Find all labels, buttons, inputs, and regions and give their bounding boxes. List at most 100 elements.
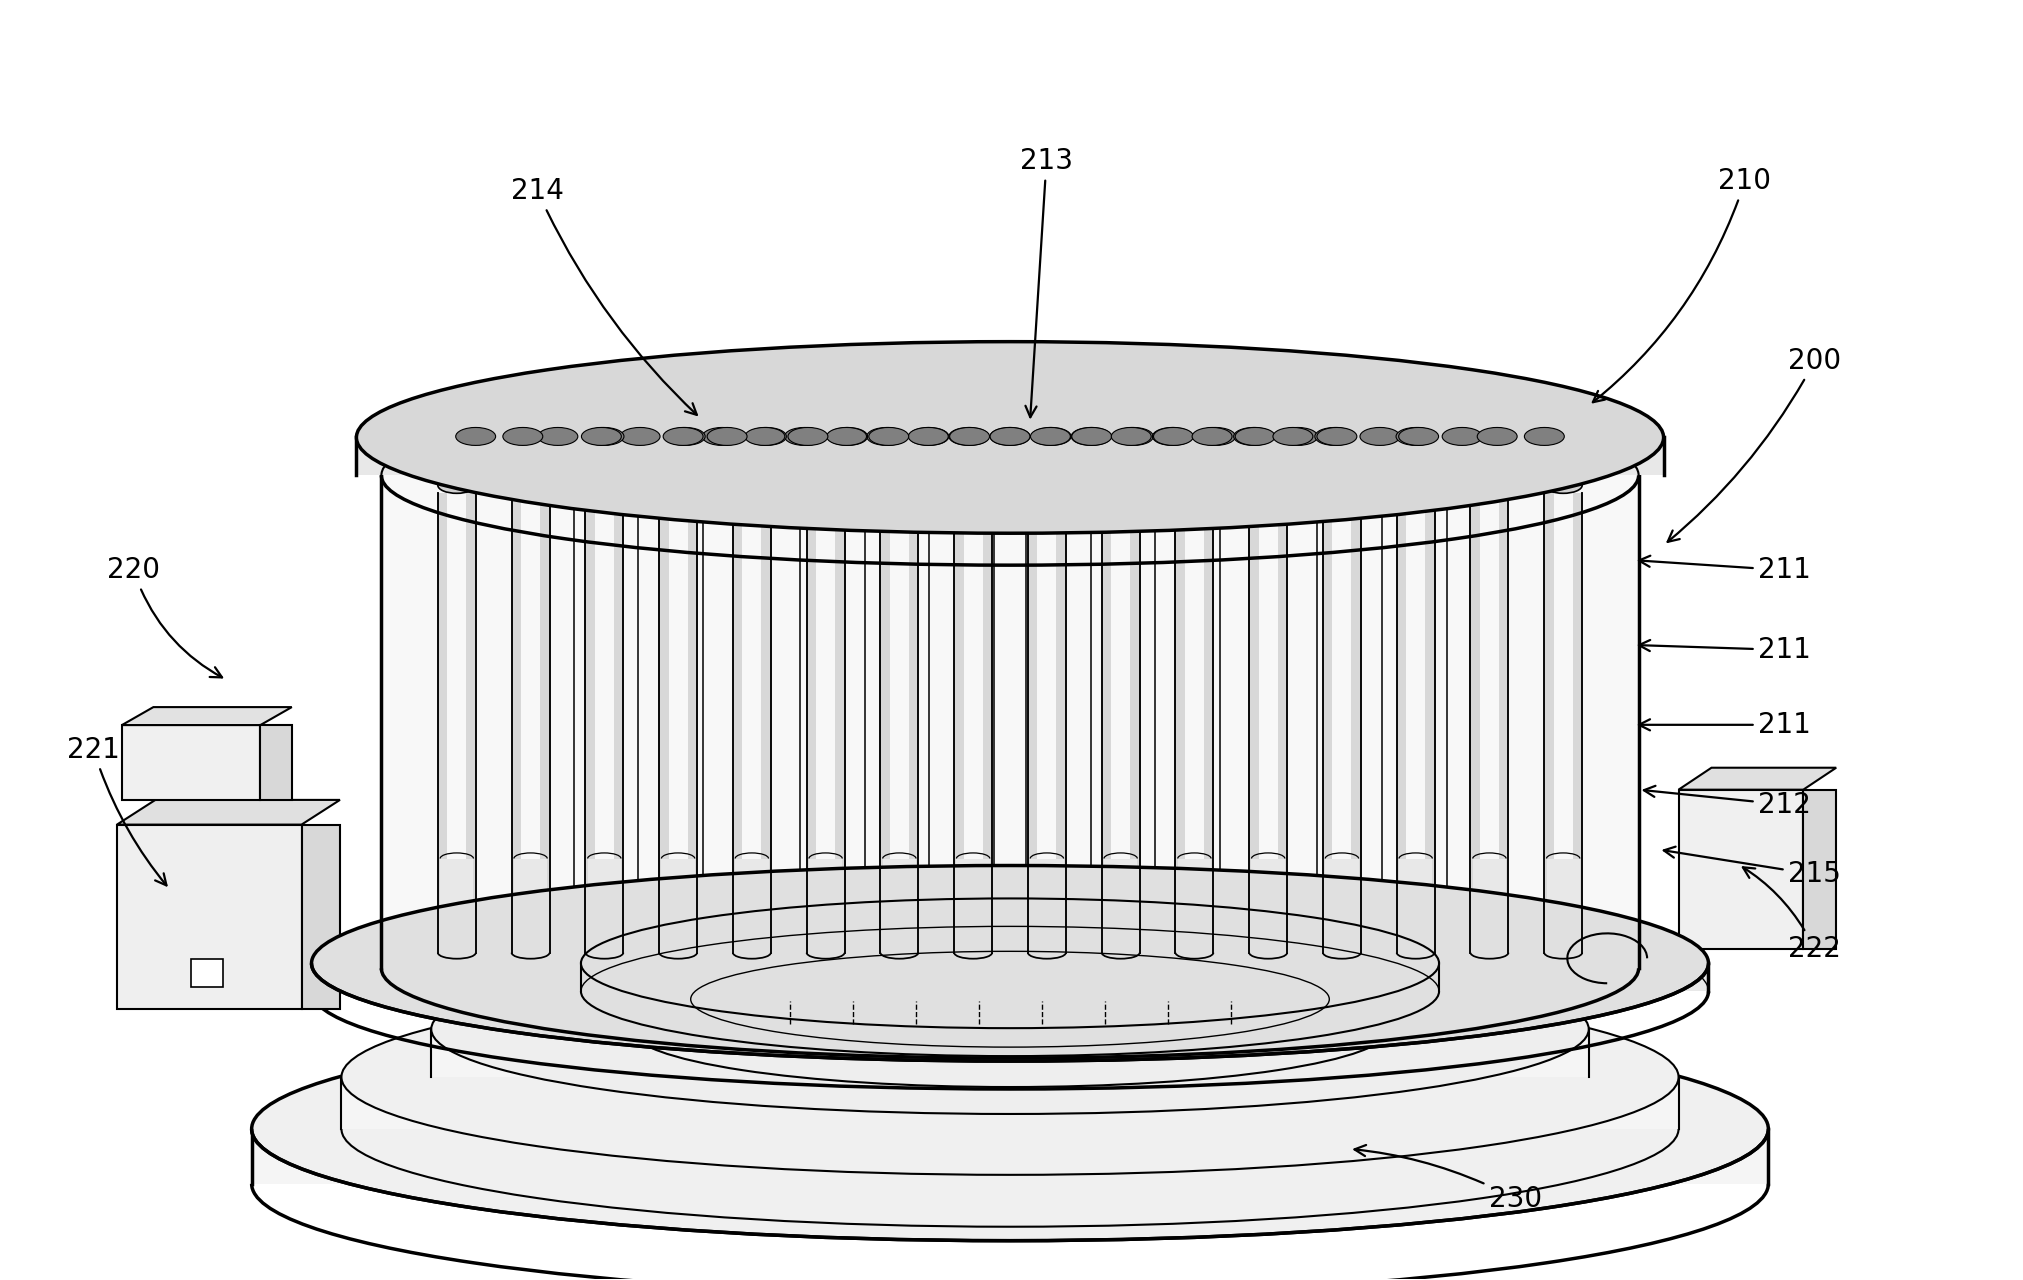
Polygon shape — [659, 490, 696, 950]
Polygon shape — [121, 707, 291, 724]
Ellipse shape — [1444, 458, 1479, 472]
Polygon shape — [261, 724, 291, 800]
Polygon shape — [1471, 493, 1479, 950]
Ellipse shape — [1030, 428, 1070, 445]
Polygon shape — [835, 488, 844, 950]
Ellipse shape — [732, 474, 771, 489]
Polygon shape — [356, 438, 1663, 475]
Ellipse shape — [581, 428, 621, 445]
Ellipse shape — [734, 458, 769, 472]
Polygon shape — [514, 859, 546, 952]
Ellipse shape — [706, 428, 746, 445]
Ellipse shape — [908, 428, 949, 445]
Ellipse shape — [631, 941, 1388, 1057]
Text: 215: 215 — [1663, 846, 1841, 888]
Polygon shape — [1323, 490, 1331, 950]
Polygon shape — [662, 859, 694, 952]
Polygon shape — [809, 859, 842, 952]
Polygon shape — [1544, 493, 1554, 950]
Polygon shape — [1325, 859, 1357, 952]
Ellipse shape — [1317, 428, 1355, 445]
Ellipse shape — [431, 945, 1588, 1114]
Ellipse shape — [251, 1018, 1768, 1240]
Text: 211: 211 — [1639, 556, 1811, 584]
Polygon shape — [953, 486, 963, 950]
Ellipse shape — [1121, 458, 1155, 472]
Ellipse shape — [993, 458, 1026, 472]
Ellipse shape — [437, 477, 475, 493]
Polygon shape — [1175, 488, 1183, 950]
Ellipse shape — [540, 458, 575, 472]
Polygon shape — [585, 492, 623, 950]
Polygon shape — [587, 859, 621, 952]
Ellipse shape — [880, 471, 918, 486]
Polygon shape — [512, 493, 550, 950]
Ellipse shape — [787, 428, 827, 445]
Polygon shape — [631, 1000, 1388, 1029]
Polygon shape — [882, 859, 916, 952]
Polygon shape — [732, 489, 742, 950]
Text: 210: 210 — [1592, 166, 1770, 402]
Text: 212: 212 — [1643, 786, 1811, 819]
Ellipse shape — [455, 428, 496, 445]
Polygon shape — [807, 488, 815, 950]
Polygon shape — [380, 475, 1639, 968]
Ellipse shape — [605, 458, 639, 472]
Polygon shape — [585, 492, 595, 950]
Text: 220: 220 — [107, 556, 223, 677]
Ellipse shape — [785, 428, 823, 445]
Ellipse shape — [1277, 428, 1317, 445]
Text: 221: 221 — [67, 736, 166, 886]
Ellipse shape — [1030, 428, 1070, 445]
Polygon shape — [1177, 859, 1210, 952]
Ellipse shape — [744, 428, 785, 445]
Ellipse shape — [1272, 428, 1313, 445]
Polygon shape — [1101, 486, 1111, 950]
Ellipse shape — [1471, 476, 1507, 493]
Polygon shape — [1471, 493, 1507, 950]
Ellipse shape — [908, 428, 947, 445]
Polygon shape — [1677, 790, 1802, 950]
Ellipse shape — [1396, 428, 1434, 445]
Ellipse shape — [799, 458, 833, 472]
Polygon shape — [807, 488, 844, 950]
Polygon shape — [957, 859, 989, 952]
Polygon shape — [981, 486, 991, 950]
Ellipse shape — [866, 428, 906, 445]
Polygon shape — [1398, 859, 1432, 952]
Polygon shape — [953, 486, 991, 950]
Ellipse shape — [342, 979, 1677, 1175]
Ellipse shape — [1477, 428, 1517, 445]
Ellipse shape — [746, 428, 787, 445]
Polygon shape — [1802, 790, 1835, 950]
Polygon shape — [431, 1029, 1588, 1076]
Polygon shape — [312, 964, 1707, 991]
Ellipse shape — [1442, 428, 1481, 445]
Polygon shape — [732, 489, 771, 950]
Polygon shape — [1248, 489, 1258, 950]
Polygon shape — [465, 493, 475, 950]
Polygon shape — [880, 486, 918, 950]
Text: 211: 211 — [1639, 710, 1811, 739]
Ellipse shape — [1175, 472, 1212, 488]
Text: 230: 230 — [1353, 1146, 1542, 1212]
Ellipse shape — [312, 865, 1707, 1061]
Polygon shape — [342, 1076, 1677, 1129]
Ellipse shape — [356, 342, 1663, 534]
Ellipse shape — [659, 474, 696, 490]
Ellipse shape — [1396, 475, 1434, 492]
Polygon shape — [1351, 490, 1359, 950]
Text: 200: 200 — [1667, 347, 1841, 541]
Polygon shape — [1028, 486, 1038, 950]
Ellipse shape — [619, 428, 659, 445]
Polygon shape — [761, 489, 771, 950]
Ellipse shape — [502, 428, 542, 445]
Ellipse shape — [807, 472, 844, 488]
Polygon shape — [1473, 859, 1505, 952]
Polygon shape — [1250, 859, 1285, 952]
Ellipse shape — [1072, 428, 1111, 445]
Polygon shape — [1546, 859, 1580, 952]
Ellipse shape — [1315, 458, 1349, 472]
Polygon shape — [1101, 486, 1139, 950]
Ellipse shape — [989, 428, 1030, 445]
